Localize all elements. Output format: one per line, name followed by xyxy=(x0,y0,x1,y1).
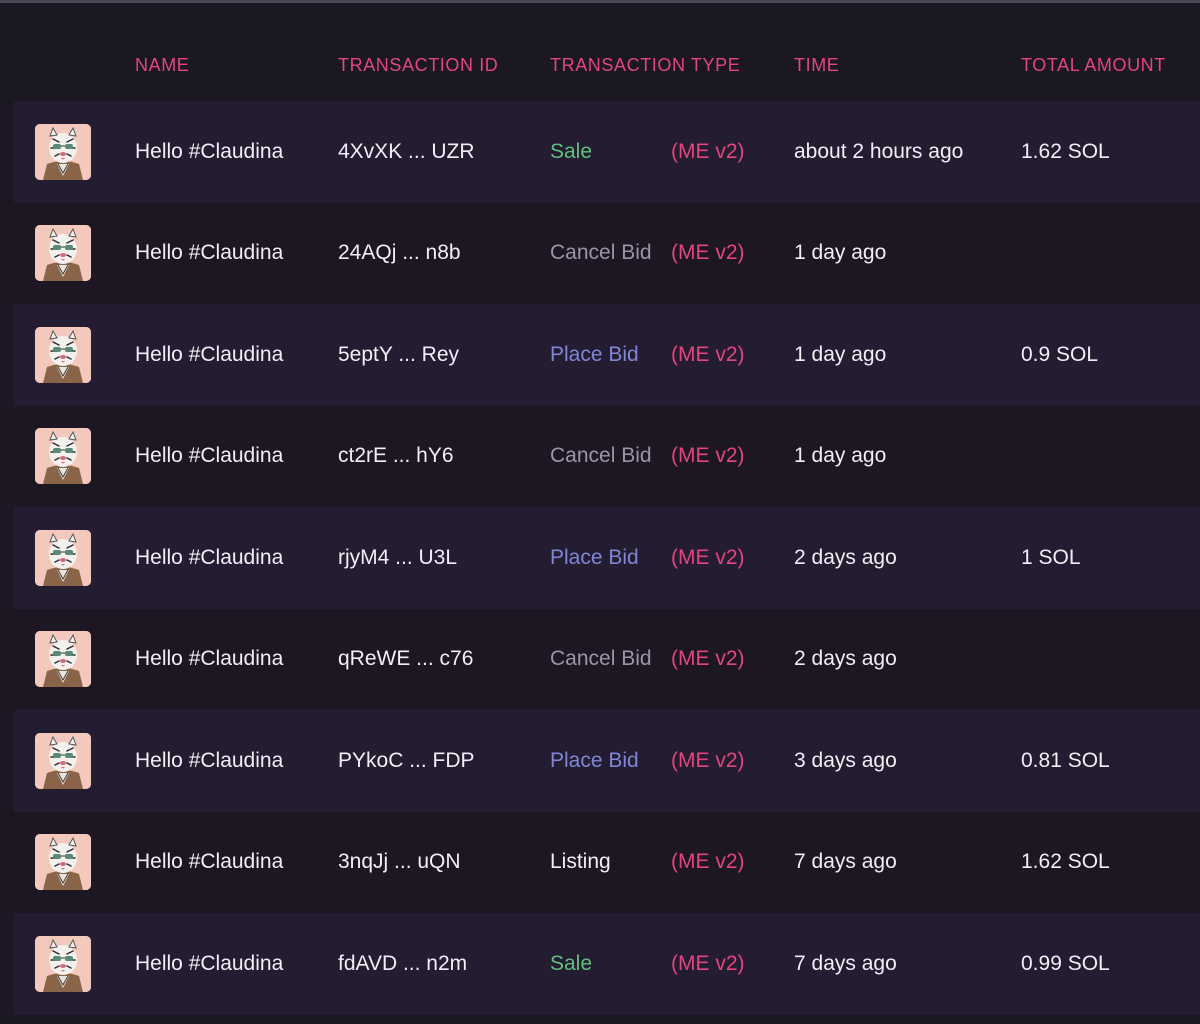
row-time: 1 day ago xyxy=(794,444,887,468)
row-transaction-id[interactable]: PYkoC ... FDP xyxy=(338,748,475,772)
row-transaction-id[interactable]: 24AQj ... n8b xyxy=(338,241,461,265)
row-transaction-type: Sale xyxy=(550,951,593,975)
row-marketplace: (ME v2) xyxy=(671,850,745,874)
tiger-nft-avatar-icon[interactable] xyxy=(35,529,91,586)
row-transaction-id[interactable]: rjyM4 ... U3L xyxy=(338,545,458,569)
header-transaction-type[interactable]: TRANSACTION TYPE xyxy=(550,55,741,75)
row-marketplace: (ME v2) xyxy=(671,647,745,671)
header-transaction-id[interactable]: TRANSACTION ID xyxy=(338,55,499,75)
row-total-amount: 1.62 SOL xyxy=(1021,139,1110,163)
header-time[interactable]: TIME xyxy=(794,55,840,75)
row-marketplace: (ME v2) xyxy=(671,748,745,772)
row-total-amount: 0.81 SOL xyxy=(1021,748,1110,772)
row-total-amount: 1.62 SOL xyxy=(1021,850,1110,874)
row-time: 2 days ago xyxy=(794,545,897,569)
row-name[interactable]: Hello #Claudina xyxy=(135,241,284,265)
row-transaction-type: Cancel Bid xyxy=(550,444,652,468)
row-transaction-type: Cancel Bid xyxy=(550,241,652,265)
row-time: 7 days ago xyxy=(794,951,897,975)
row-transaction-id[interactable]: fdAVD ... n2m xyxy=(338,951,468,975)
row-name[interactable]: Hello #Claudina xyxy=(135,444,284,468)
header-total-amount[interactable]: TOTAL AMOUNT xyxy=(1021,55,1166,75)
table-row-2[interactable]: Hello #Claudina 24AQj ... n8b Cancel Bid… xyxy=(14,202,1200,304)
row-name[interactable]: Hello #Claudina xyxy=(135,647,284,671)
table-row-3[interactable]: Hello #Claudina 5eptY ... Rey Place Bid … xyxy=(14,304,1200,406)
tiger-nft-avatar-icon[interactable] xyxy=(35,732,91,789)
tiger-nft-avatar-icon[interactable] xyxy=(35,935,91,992)
row-transaction-id[interactable]: 5eptY ... Rey xyxy=(338,342,460,366)
row-transaction-id[interactable]: 4XvXK ... UZR xyxy=(338,139,475,163)
tiger-nft-avatar-icon[interactable] xyxy=(35,834,91,891)
row-marketplace: (ME v2) xyxy=(671,545,745,569)
row-transaction-type: Listing xyxy=(550,850,611,874)
row-total-amount: 0.9 SOL xyxy=(1021,342,1099,366)
tiger-nft-avatar-icon[interactable] xyxy=(35,225,91,282)
row-time: 3 days ago xyxy=(794,748,897,772)
row-name[interactable]: Hello #Claudina xyxy=(135,748,284,772)
row-transaction-type: Place Bid xyxy=(550,748,639,772)
row-transaction-type: Cancel Bid xyxy=(550,647,652,671)
row-total-amount: 0.99 SOL xyxy=(1021,951,1110,975)
table-row-6[interactable]: Hello #Claudina qReWE ... c76 Cancel Bid… xyxy=(14,608,1200,710)
row-marketplace: (ME v2) xyxy=(671,951,745,975)
row-transaction-type: Place Bid xyxy=(550,342,639,366)
row-name[interactable]: Hello #Claudina xyxy=(135,951,284,975)
row-transaction-type: Place Bid xyxy=(550,545,639,569)
row-name[interactable]: Hello #Claudina xyxy=(135,545,284,569)
row-transaction-id[interactable]: 3nqJj ... uQN xyxy=(338,850,461,874)
row-transaction-type: Sale xyxy=(550,139,593,163)
row-transaction-id[interactable]: ct2rE ... hY6 xyxy=(338,444,454,468)
table-row-8[interactable]: Hello #Claudina 3nqJj ... uQN Listing (M… xyxy=(14,811,1200,913)
table-row-4[interactable]: Hello #Claudina ct2rE ... hY6 Cancel Bid… xyxy=(14,405,1200,507)
row-time: 1 day ago xyxy=(794,241,887,265)
header-name[interactable]: NAME xyxy=(135,55,190,75)
row-transaction-id[interactable]: qReWE ... c76 xyxy=(338,647,474,671)
row-time: 7 days ago xyxy=(794,850,897,874)
tiger-nft-avatar-icon[interactable] xyxy=(35,326,91,383)
table-row-7[interactable]: Hello #Claudina PYkoC ... FDP Place Bid … xyxy=(14,710,1200,812)
tiger-nft-avatar-icon[interactable] xyxy=(35,123,91,180)
row-marketplace: (ME v2) xyxy=(671,342,745,366)
row-name[interactable]: Hello #Claudina xyxy=(135,342,284,366)
table-row-5[interactable]: Hello #Claudina rjyM4 ... U3L Place Bid … xyxy=(14,507,1200,609)
row-marketplace: (ME v2) xyxy=(671,139,745,163)
row-marketplace: (ME v2) xyxy=(671,444,745,468)
row-time: 2 days ago xyxy=(794,647,897,671)
table-header: NAME TRANSACTION ID TRANSACTION TYPE TIM… xyxy=(0,3,1200,98)
row-time: 1 day ago xyxy=(794,342,887,366)
row-name[interactable]: Hello #Claudina xyxy=(135,850,284,874)
table-row-1[interactable]: Hello #Claudina 4XvXK ... UZR Sale (ME v… xyxy=(14,101,1200,203)
row-name[interactable]: Hello #Claudina xyxy=(135,139,284,163)
tiger-nft-avatar-icon[interactable] xyxy=(35,631,91,688)
table-row-9[interactable]: Hello #Claudina fdAVD ... n2m Sale (ME v… xyxy=(14,913,1200,1015)
row-marketplace: (ME v2) xyxy=(671,241,745,265)
transaction-list: Hello #Claudina 4XvXK ... UZR Sale (ME v… xyxy=(14,101,1200,1015)
tiger-nft-avatar-icon[interactable] xyxy=(35,428,91,485)
row-total-amount: 1 SOL xyxy=(1021,545,1081,569)
row-time: about 2 hours ago xyxy=(794,139,964,163)
